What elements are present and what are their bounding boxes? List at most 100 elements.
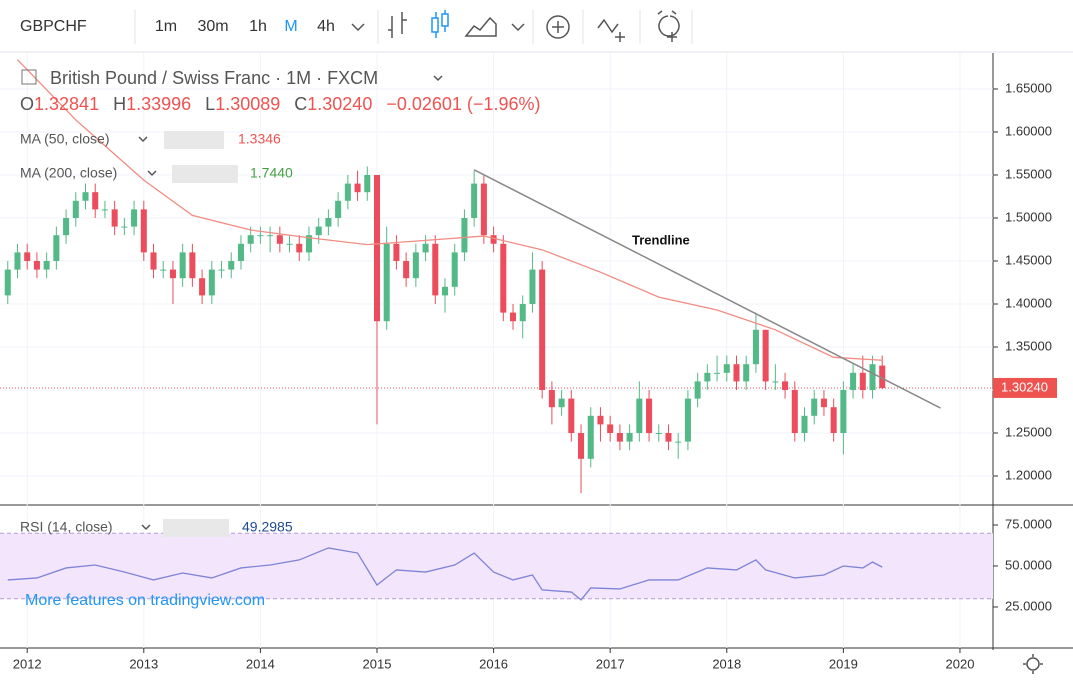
symbol[interactable]: GBPCHF bbox=[20, 18, 87, 35]
x-tick-label: 2018 bbox=[712, 656, 741, 671]
interval-dropdown[interactable] bbox=[351, 23, 365, 32]
candle-body bbox=[558, 398, 565, 408]
y-tick-label: 1.65000 bbox=[1005, 80, 1052, 95]
candle-body bbox=[441, 286, 449, 296]
candle-body bbox=[684, 398, 691, 442]
x-tick-label: 2016 bbox=[479, 656, 508, 671]
bars-icon[interactable] bbox=[388, 12, 407, 38]
legend-buttons[interactable] bbox=[163, 519, 229, 537]
candle-body bbox=[189, 252, 196, 279]
candle-body bbox=[578, 433, 585, 459]
x-tick-label: 2014 bbox=[246, 656, 275, 671]
legend-buttons[interactable] bbox=[172, 165, 238, 183]
rsi-band bbox=[0, 533, 993, 599]
ohlc-value: 1.32841 bbox=[34, 94, 99, 114]
indicators-icon[interactable] bbox=[546, 15, 570, 39]
alert-icon[interactable] bbox=[657, 10, 680, 42]
candle-body bbox=[782, 381, 789, 391]
candle-body bbox=[412, 252, 419, 279]
candle-body bbox=[723, 364, 730, 373]
settings-icon[interactable] bbox=[1026, 657, 1040, 671]
toolbar bbox=[0, 0, 1073, 52]
candle-body bbox=[344, 183, 351, 201]
legend-dropdown[interactable] bbox=[141, 524, 151, 531]
candle-body bbox=[179, 252, 186, 279]
chart-title: British Pound / Swiss Franc · 1M · FXCM bbox=[50, 68, 378, 88]
candle-body bbox=[714, 372, 721, 374]
interval-button[interactable]: M bbox=[284, 18, 297, 35]
candle-body bbox=[772, 381, 779, 383]
candle-body bbox=[247, 235, 254, 244]
candle-body bbox=[72, 200, 79, 218]
candle-body bbox=[743, 364, 750, 382]
interval-button[interactable]: 30m bbox=[197, 18, 228, 35]
candle-body bbox=[199, 278, 206, 296]
change: −0.02601 (−1.96%) bbox=[386, 94, 540, 114]
interval-button[interactable]: 4h bbox=[317, 18, 335, 35]
candle-body bbox=[393, 243, 400, 261]
x-tick-label: 2015 bbox=[363, 656, 392, 671]
candle-body bbox=[694, 381, 701, 399]
candle-body bbox=[101, 209, 108, 211]
candle-body bbox=[626, 433, 633, 442]
interval-button[interactable]: 1h bbox=[249, 18, 267, 35]
candle-body bbox=[461, 217, 468, 253]
y-tick-label: 1.35000 bbox=[1005, 338, 1052, 353]
legend-dropdown[interactable] bbox=[138, 136, 148, 143]
title-dropdown[interactable] bbox=[433, 75, 443, 82]
rsi-legend[interactable]: RSI (14, close) bbox=[20, 519, 113, 535]
candle-body bbox=[63, 217, 70, 236]
legend-buttons[interactable] bbox=[164, 131, 224, 149]
rsi-y-tick-label: 25.0000 bbox=[1005, 598, 1052, 613]
candle-body bbox=[480, 183, 487, 236]
candle-body bbox=[791, 390, 798, 434]
candle-body bbox=[471, 183, 478, 218]
collapse-icon[interactable] bbox=[21, 69, 37, 85]
candle-body bbox=[218, 269, 225, 271]
ohlc-key: H bbox=[113, 94, 126, 114]
compare-icon[interactable] bbox=[597, 18, 625, 42]
candle-body bbox=[490, 235, 497, 244]
candle-body bbox=[354, 183, 361, 193]
y-tick-label: 1.20000 bbox=[1005, 467, 1052, 482]
candle-body bbox=[364, 174, 371, 193]
candle-body bbox=[111, 209, 118, 227]
chart-type-dropdown[interactable] bbox=[511, 23, 525, 32]
candle-body bbox=[607, 424, 614, 434]
candle-body bbox=[53, 235, 60, 261]
candle-body bbox=[510, 312, 517, 322]
candle-body bbox=[335, 200, 342, 218]
ma200-legend[interactable]: MA (200, close) bbox=[20, 165, 117, 181]
candle-body bbox=[92, 192, 99, 210]
ma50-line bbox=[17, 59, 883, 361]
candle-body bbox=[422, 243, 429, 253]
candle-body bbox=[43, 260, 50, 270]
ma50-legend[interactable]: MA (50, close) bbox=[20, 131, 109, 147]
candle-body bbox=[820, 398, 827, 408]
candle-body bbox=[131, 209, 138, 227]
y-tick-label: 1.50000 bbox=[1005, 209, 1052, 224]
candle-body bbox=[529, 269, 536, 304]
y-tick-label: 1.45000 bbox=[1005, 252, 1052, 267]
interval-button[interactable]: 1m bbox=[155, 18, 177, 35]
candle-body bbox=[500, 243, 507, 313]
candle-body bbox=[82, 192, 89, 201]
candle-body bbox=[675, 441, 682, 443]
candle-body bbox=[150, 252, 157, 270]
candle-body bbox=[383, 243, 390, 322]
ma200-value: 1.7440 bbox=[250, 165, 293, 181]
candle-body bbox=[4, 269, 11, 296]
area-icon[interactable] bbox=[464, 16, 497, 37]
candle-body bbox=[616, 433, 623, 442]
candle-body bbox=[859, 372, 866, 391]
candle-body bbox=[539, 269, 546, 391]
candle-body bbox=[811, 398, 818, 416]
settings-icon-teeth bbox=[1023, 654, 1043, 674]
candle-body bbox=[548, 390, 555, 408]
promo-link[interactable]: More features on tradingview.com bbox=[25, 592, 265, 609]
legend-dropdown[interactable] bbox=[147, 170, 157, 177]
candle-body bbox=[267, 235, 274, 237]
x-tick-label: 2012 bbox=[13, 656, 42, 671]
candles-icon[interactable] bbox=[431, 10, 449, 38]
candle-body bbox=[325, 217, 332, 227]
